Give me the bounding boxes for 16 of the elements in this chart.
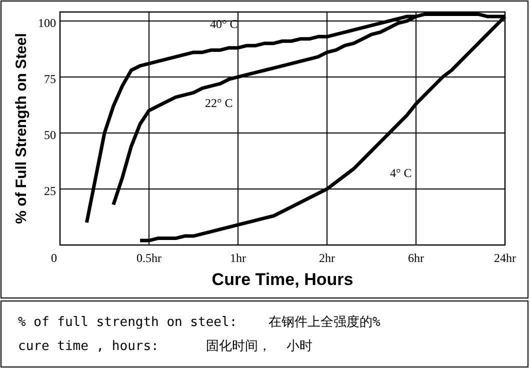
x-tick-label: 2hr — [319, 251, 335, 265]
y-tick-label: 25 — [44, 184, 56, 198]
y-tick-label: 75 — [44, 72, 56, 86]
text: cure time , hours: 固化时间， 小时 — [18, 339, 312, 354]
x-tick-label: 1hr — [230, 251, 246, 265]
x-tick-label: 0.5hr — [136, 251, 162, 265]
y-tick-label: 100 — [38, 16, 56, 30]
x-tick-label: 0 — [51, 251, 57, 265]
text: % of full strength on steel: 在钢件上全强度的% — [18, 314, 380, 330]
series-label: 4° C — [390, 166, 412, 180]
y-axis-title: % of Full Strength on Steel — [13, 33, 30, 224]
y-tick-label: 50 — [44, 128, 56, 142]
x-tick-label: 6hr — [408, 251, 424, 265]
x-tick-label: 24hr — [494, 251, 516, 265]
x-axis-title: Cure Time, Hours — [212, 270, 354, 289]
series-label: 22° C — [205, 96, 233, 110]
